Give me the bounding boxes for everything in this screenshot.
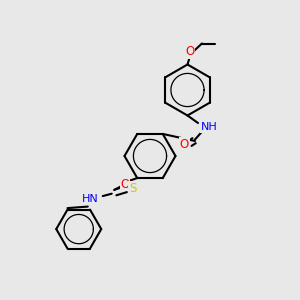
Text: O: O [185,45,194,58]
Text: O: O [180,137,189,151]
Text: S: S [129,182,136,195]
Text: O: O [121,178,130,190]
Text: HN: HN [82,194,98,204]
Text: NH: NH [201,122,218,133]
